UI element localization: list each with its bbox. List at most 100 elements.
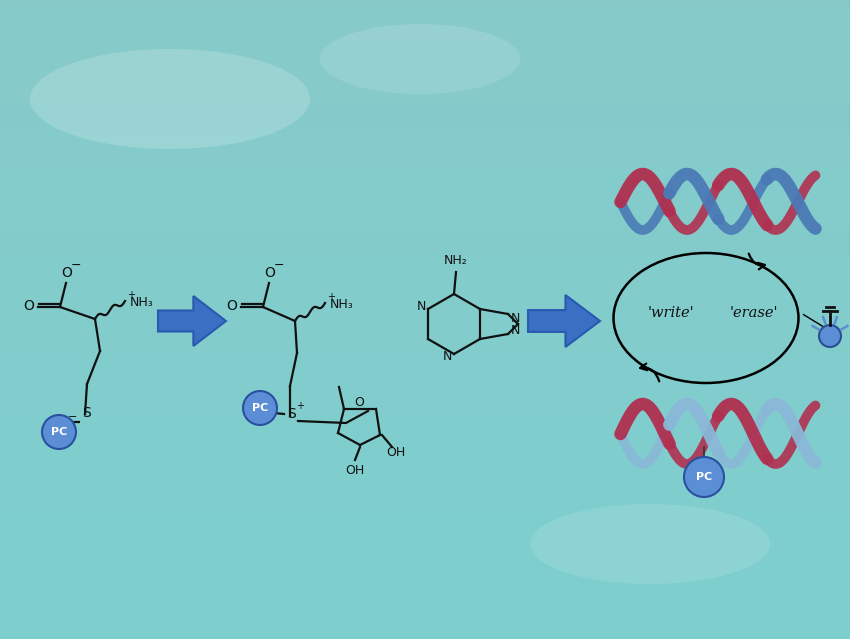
Bar xyxy=(0,494,850,495)
Bar xyxy=(0,214,850,215)
Bar xyxy=(0,616,850,617)
Bar xyxy=(0,152,850,153)
Bar xyxy=(0,385,850,386)
Bar xyxy=(0,310,850,311)
Bar xyxy=(0,589,850,590)
Bar xyxy=(0,10,850,11)
Bar xyxy=(0,45,850,46)
Bar xyxy=(0,330,850,331)
Bar xyxy=(0,25,850,26)
Bar xyxy=(0,56,850,57)
Bar xyxy=(0,22,850,23)
Bar xyxy=(0,614,850,615)
Bar xyxy=(0,212,850,213)
Bar xyxy=(0,258,850,259)
Bar xyxy=(0,419,850,420)
Bar xyxy=(0,297,850,298)
Bar xyxy=(0,63,850,64)
Text: NH₂: NH₂ xyxy=(444,254,468,268)
Bar xyxy=(0,497,850,498)
Bar xyxy=(0,479,850,480)
Bar xyxy=(0,285,850,286)
Bar xyxy=(0,261,850,262)
Text: O: O xyxy=(61,266,72,280)
Bar xyxy=(0,505,850,506)
Bar xyxy=(0,371,850,372)
Bar xyxy=(0,264,850,265)
Bar xyxy=(0,143,850,144)
Bar xyxy=(0,47,850,48)
Bar xyxy=(0,525,850,526)
Bar xyxy=(0,270,850,271)
Bar xyxy=(0,365,850,366)
Bar xyxy=(0,107,850,108)
Bar xyxy=(0,268,850,269)
Bar xyxy=(0,376,850,377)
Bar xyxy=(0,191,850,192)
Bar xyxy=(0,325,850,326)
Bar xyxy=(0,396,850,397)
Bar xyxy=(0,600,850,601)
Bar xyxy=(0,190,850,191)
Bar xyxy=(0,14,850,15)
Bar xyxy=(0,536,850,537)
Bar xyxy=(0,400,850,401)
Bar xyxy=(0,95,850,96)
Bar xyxy=(0,615,850,616)
Bar xyxy=(0,517,850,518)
Bar xyxy=(0,341,850,342)
Bar xyxy=(0,335,850,336)
Bar xyxy=(0,16,850,17)
Bar xyxy=(0,339,850,340)
Bar xyxy=(0,2,850,3)
Bar xyxy=(0,318,850,319)
Bar xyxy=(0,122,850,123)
Bar xyxy=(0,301,850,302)
Bar xyxy=(0,58,850,59)
Bar xyxy=(0,89,850,90)
Bar xyxy=(0,551,850,552)
Bar xyxy=(0,546,850,547)
Bar xyxy=(0,601,850,602)
Bar xyxy=(0,625,850,626)
Bar xyxy=(0,223,850,224)
Bar xyxy=(0,373,850,374)
Bar xyxy=(0,372,850,373)
Bar xyxy=(0,441,850,442)
Bar xyxy=(0,34,850,35)
Bar xyxy=(0,608,850,609)
Bar xyxy=(0,57,850,58)
Bar xyxy=(0,109,850,110)
Bar xyxy=(0,140,850,141)
Bar xyxy=(0,490,850,491)
Bar xyxy=(0,623,850,624)
Bar xyxy=(0,397,850,398)
Bar xyxy=(0,442,850,443)
Bar xyxy=(0,8,850,9)
Bar xyxy=(0,450,850,451)
Bar xyxy=(0,356,850,357)
Bar xyxy=(0,347,850,348)
Bar xyxy=(0,104,850,105)
Bar xyxy=(0,298,850,299)
Bar xyxy=(0,329,850,330)
Bar xyxy=(0,124,850,125)
Bar xyxy=(0,558,850,559)
Bar xyxy=(0,64,850,65)
Bar xyxy=(0,132,850,133)
Bar xyxy=(0,163,850,164)
Bar xyxy=(0,266,850,267)
Bar xyxy=(0,448,850,449)
Bar xyxy=(0,116,850,117)
Bar xyxy=(0,127,850,128)
Bar xyxy=(0,420,850,421)
Bar xyxy=(0,174,850,175)
Bar xyxy=(0,290,850,291)
Bar xyxy=(0,416,850,417)
Bar xyxy=(0,71,850,72)
Bar xyxy=(0,504,850,505)
Bar xyxy=(0,482,850,483)
Bar xyxy=(0,137,850,138)
Bar xyxy=(0,76,850,77)
Bar xyxy=(0,188,850,189)
